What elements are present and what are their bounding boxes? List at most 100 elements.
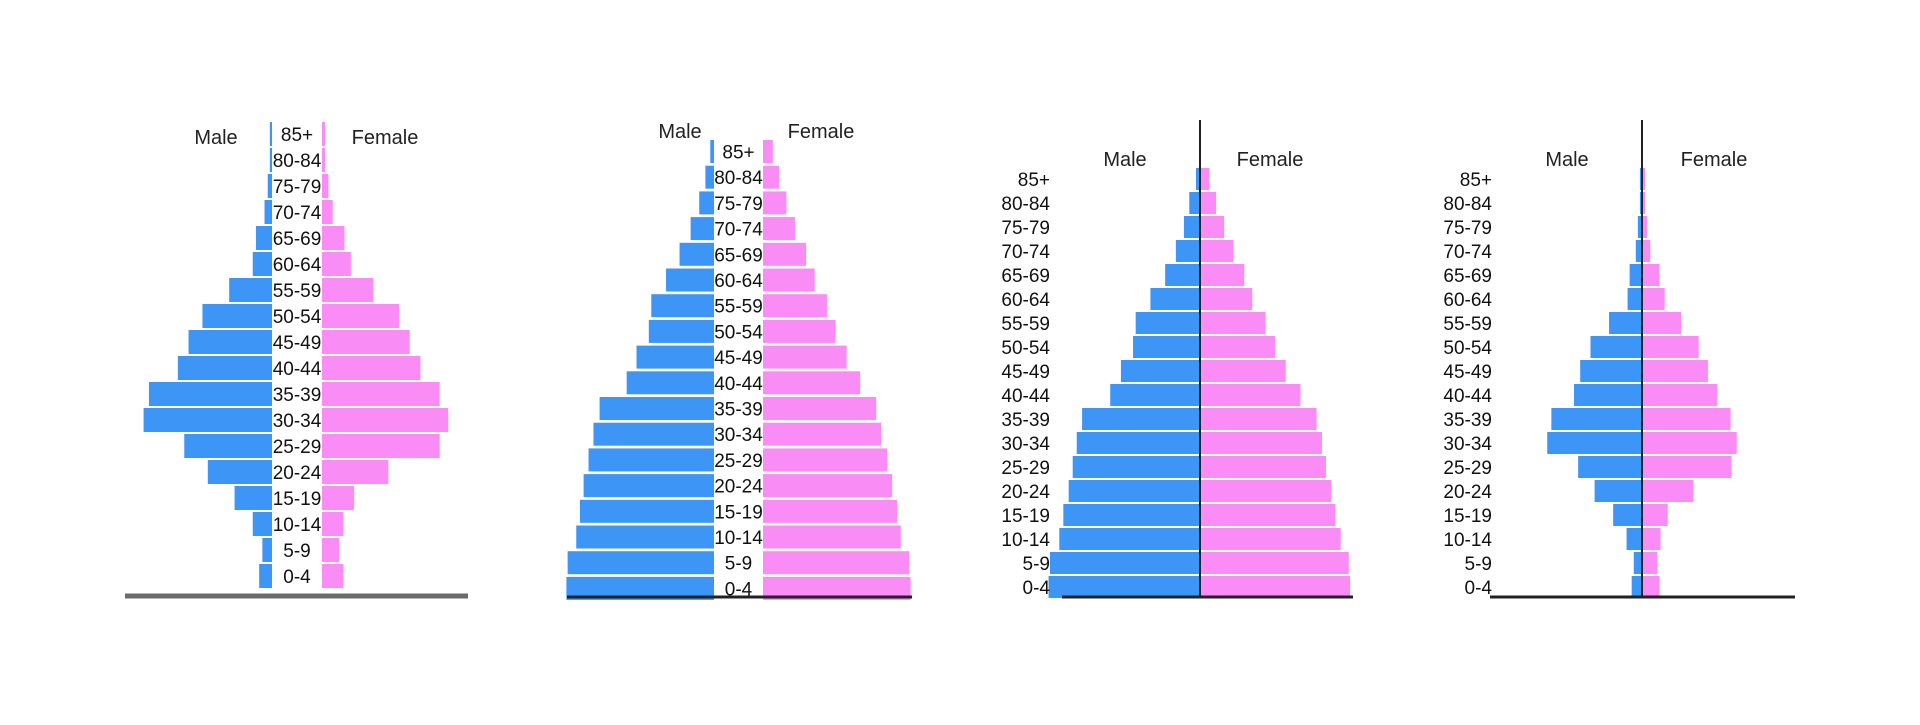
chart-1-age-label-45-49: 45-49 [273,333,322,354]
chart-4-female-bar-10-14 [1642,528,1661,550]
chart-4-age-label-5-9: 5-9 [1465,554,1492,575]
chart-1-age-label-25-29: 25-29 [273,437,322,458]
chart-4-female-bar-45-49 [1642,360,1708,382]
chart-4-female-bar-50-54 [1642,336,1699,358]
chart-2-female-bar-0-4 [763,576,911,600]
chart-3-female-bar-20-24 [1200,480,1332,502]
chart-4-age-label-70-74: 70-74 [1443,242,1492,263]
chart-1-age-label-80-84: 80-84 [273,151,322,172]
chart-2-female-bar-80-84 [763,165,779,189]
chart-1-age-label-10-14: 10-14 [273,515,322,536]
chart-1-male-bar-60-64 [252,252,272,276]
chart-2-male-bar-50-54 [648,319,714,343]
chart-2-male-bar-45-49 [636,345,714,369]
chart-1-age-label-35-39: 35-39 [273,385,322,406]
chart-4-female-bar-25-29 [1642,456,1732,478]
chart-2-male-header: Male [658,121,701,143]
chart-3-age-label-45-49: 45-49 [1001,362,1050,383]
chart-3-male-bar-80-84 [1189,192,1200,214]
chart-4-age-label-80-84: 80-84 [1443,194,1492,215]
chart-2-male-bar-40-44 [626,371,714,395]
chart-4-male-bar-50-54 [1590,336,1642,358]
chart-2-age-label-75-79: 75-79 [714,194,763,215]
chart-3-age-label-30-34: 30-34 [1001,434,1050,455]
chart-2-female-bar-55-59 [763,294,827,318]
chart-2-age-label-30-34: 30-34 [714,425,763,446]
chart-1-female-bar-30-34 [322,408,449,432]
chart-4-male-bar-0-4 [1631,576,1642,598]
chart-1-age-label-15-19: 15-19 [273,489,322,510]
chart-1-female-bar-75-79 [322,174,329,198]
chart-3-female-bar-35-39 [1200,408,1317,430]
chart-3-age-label-85+: 85+ [1018,170,1050,191]
chart-4-age-label-45-49: 45-49 [1443,362,1492,383]
chart-2-age-label-80-84: 80-84 [714,168,763,189]
chart-3-female-bar-55-59 [1200,312,1266,334]
chart-4-female-bar-85+ [1642,168,1646,190]
chart-3-female-bar-30-34 [1200,432,1322,454]
chart-1-age-label-55-59: 55-59 [273,281,322,302]
chart-4-male-bar-40-44 [1574,384,1642,406]
chart-4-age-label-40-44: 40-44 [1443,386,1492,407]
chart-1-male-bar-35-39 [148,382,272,406]
chart-3-age-label-15-19: 15-19 [1001,506,1050,527]
chart-3-female-bar-15-19 [1200,504,1336,526]
chart-1-male-bar-10-14 [252,512,272,536]
chart-2-age-label-60-64: 60-64 [714,271,763,292]
chart-2-female-bar-85+ [763,140,773,163]
chart-3-male-bar-70-74 [1175,240,1200,262]
chart-3-male-bar-45-49 [1120,360,1200,382]
chart-2-age-label-45-49: 45-49 [714,348,763,369]
chart-2-female-bar-25-29 [763,448,888,472]
chart-3-female-bar-75-79 [1200,216,1225,238]
chart-3-female-bar-50-54 [1200,336,1276,358]
chart-3-male-bar-65-69 [1165,264,1200,286]
chart-3-female-bar-60-64 [1200,288,1253,310]
chart-1-age-label-30-34: 30-34 [273,411,322,432]
chart-2-female-bar-30-34 [763,422,882,446]
chart-4-age-label-20-24: 20-24 [1443,482,1492,503]
chart-2-age-label-70-74: 70-74 [714,220,763,241]
chart-4-male-bar-20-24 [1594,480,1642,502]
chart-3-age-label-65-69: 65-69 [1001,266,1050,287]
chart-1-female-bar-25-29 [322,434,440,458]
chart-1-male-header: Male [194,127,237,149]
chart-1-male-bar-85+ [269,122,272,146]
chart-3-male-bar-5-9 [1049,552,1200,574]
chart-2-age-label-55-59: 55-59 [714,297,763,318]
chart-3-age-label-0-4: 0-4 [1023,578,1051,599]
chart-1-male-bar-5-9 [262,538,272,562]
chart-4-male-bar-30-34 [1547,432,1642,454]
chart-3-age-label-55-59: 55-59 [1001,314,1050,335]
chart-1-female-bar-10-14 [322,512,344,536]
chart-1-female-bar-55-59 [322,278,374,302]
chart-3-age-label-50-54: 50-54 [1001,338,1050,359]
chart-3-female-bar-25-29 [1200,456,1326,478]
chart-2-female-bar-50-54 [763,319,836,343]
chart-4-female-bar-20-24 [1642,480,1694,502]
chart-1-female-bar-65-69 [322,226,345,250]
chart-1-female-bar-45-49 [322,330,410,354]
chart-1-male-bar-15-19 [234,486,272,510]
chart-4-female-bar-55-59 [1642,312,1682,334]
chart-1-female-header: Female [352,127,419,149]
chart-4-female-bar-65-69 [1642,264,1660,286]
chart-2-female-header: Female [788,121,855,143]
chart-4-age-label-10-14: 10-14 [1443,530,1492,551]
chart-4-age-label-30-34: 30-34 [1443,434,1492,455]
chart-4-female-bar-30-34 [1642,432,1737,454]
chart-3-age-label-60-64: 60-64 [1001,290,1050,311]
chart-1-female-bar-0-4 [322,564,344,588]
chart-1-male-bar-55-59 [229,278,272,302]
chart-4-male-bar-10-14 [1626,528,1642,550]
chart-4-female-header: Female [1681,149,1748,171]
chart-3-age-label-35-39: 35-39 [1001,410,1050,431]
chart-3-male-bar-35-39 [1082,408,1200,430]
chart-1-male-bar-30-34 [143,408,272,432]
chart-3-male-bar-0-4 [1048,576,1200,598]
chart-2-age-label-0-4: 0-4 [725,579,753,600]
chart-2-male-bar-65-69 [679,242,714,266]
chart-4-age-label-55-59: 55-59 [1443,314,1492,335]
chart-2-female-bar-20-24 [763,474,893,498]
chart-3-age-label-10-14: 10-14 [1001,530,1050,551]
